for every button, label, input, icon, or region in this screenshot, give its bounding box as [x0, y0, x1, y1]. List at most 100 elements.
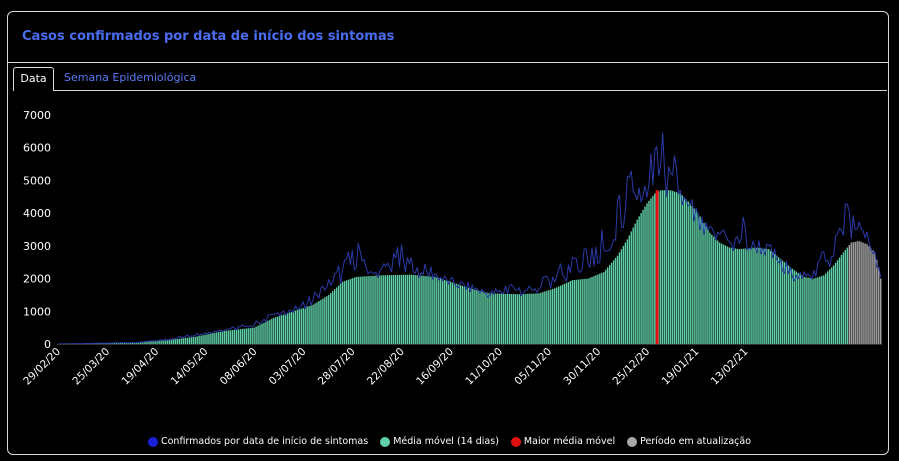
moving-avg-bar [591, 276, 593, 344]
moving-avg-bar [225, 330, 228, 344]
moving-avg-bar [532, 293, 534, 344]
x-tick-label: 30/11/20 [561, 346, 603, 388]
moving-avg-bar [805, 277, 807, 344]
moving-avg-bar [292, 311, 295, 344]
moving-avg-bar [846, 247, 849, 344]
moving-avg-bar [121, 342, 124, 344]
x-tick-label: 25/12/20 [611, 346, 653, 388]
moving-avg-bar [544, 291, 546, 344]
moving-avg-bar [650, 198, 652, 344]
moving-avg-bar [687, 201, 689, 344]
moving-avg-bar [170, 339, 173, 344]
moving-avg-bar [192, 337, 194, 344]
moving-avg-bar [131, 342, 134, 344]
moving-avg-bar [245, 328, 247, 344]
moving-avg-bar [332, 291, 334, 344]
moving-avg-bar [483, 291, 485, 344]
moving-avg-bar [773, 254, 776, 344]
moving-avg-bar [874, 252, 876, 344]
moving-avg-bar [565, 282, 568, 344]
moving-avg-bar [555, 287, 558, 344]
moving-avg-bar [548, 290, 550, 344]
moving-avg-bar [530, 293, 532, 344]
moving-avg-bar [284, 313, 287, 344]
moving-avg-bar [428, 276, 430, 344]
moving-avg-bar [852, 242, 854, 344]
moving-avg-bar [868, 246, 870, 344]
moving-avg-bar [797, 272, 799, 344]
moving-avg-bar [200, 335, 202, 344]
moving-avg-bar [658, 191, 660, 344]
moving-avg-bar [367, 276, 369, 344]
moving-avg-bar [247, 328, 249, 344]
moving-avg-bar [216, 332, 218, 344]
moving-avg-bar [817, 277, 819, 344]
moving-avg-bar [766, 248, 768, 344]
moving-avg-bar [351, 278, 354, 344]
moving-avg-bar [607, 267, 609, 344]
moving-avg-bar [809, 277, 811, 344]
moving-avg-bar [508, 293, 511, 344]
moving-avg-bar [137, 342, 139, 344]
moving-avg-bar [445, 280, 448, 344]
moving-avg-bar [870, 248, 872, 344]
x-tick-label: 29/02/20 [21, 346, 63, 388]
tab-data[interactable]: Data [13, 67, 54, 91]
tab-semana-epidemiologica[interactable]: Semana Epidemiológica [64, 71, 197, 84]
moving-avg-bar [265, 321, 267, 344]
moving-avg-bar [866, 244, 868, 344]
moving-avg-bar [646, 203, 648, 344]
moving-avg-bar [261, 323, 263, 344]
moving-avg-bar [459, 285, 462, 344]
moving-avg-bar [791, 268, 794, 344]
moving-avg-bar [612, 260, 615, 344]
moving-avg-bar [827, 271, 829, 344]
moving-avg-bar [683, 197, 686, 344]
moving-avg-bar [789, 267, 792, 344]
moving-avg-bar [779, 258, 782, 344]
moving-avg-bar [495, 293, 497, 344]
moving-avg-bar [557, 286, 560, 344]
moving-avg-bar [298, 309, 301, 344]
moving-avg-bar [673, 191, 676, 344]
moving-avg-bar [581, 279, 583, 344]
moving-avg-bar [337, 285, 340, 344]
legend-item-updating[interactable]: Período em atualização [627, 436, 751, 447]
moving-avg-bar [717, 240, 719, 344]
moving-avg-bar [491, 293, 493, 344]
moving-avg-bar [147, 341, 149, 344]
legend-item-moving-avg[interactable]: Média móvel (14 dias) [380, 436, 499, 447]
moving-avg-bar [339, 283, 342, 344]
moving-avg-bar [233, 329, 236, 344]
moving-avg-bar [157, 340, 159, 344]
moving-avg-bar [115, 342, 118, 344]
moving-avg-bar [803, 276, 805, 344]
moving-avg-bar [302, 308, 304, 344]
moving-avg-bar [273, 317, 275, 344]
moving-avg-bar [241, 328, 244, 344]
moving-avg-bar [675, 192, 678, 344]
moving-avg-bar [475, 289, 477, 344]
moving-avg-bar [473, 289, 475, 344]
moving-avg-bar [306, 306, 308, 344]
moving-avg-bar [113, 342, 116, 344]
tab-divider [54, 90, 887, 91]
moving-avg-bar [760, 248, 762, 344]
legend-item-confirmed[interactable]: Confirmados por data de início de sintom… [147, 436, 368, 447]
moving-avg-bar [489, 293, 491, 344]
moving-avg-bar [330, 293, 332, 344]
moving-avg-bar [333, 289, 336, 344]
moving-avg-bar [536, 293, 538, 344]
moving-avg-bar [811, 278, 813, 344]
legend-item-max-avg[interactable]: Maior média móvel [510, 436, 615, 447]
y-tick-label: 5000 [23, 174, 51, 187]
moving-avg-bar [599, 273, 601, 344]
y-tick-label: 1000 [23, 305, 51, 318]
moving-avg-bar [477, 290, 479, 344]
moving-avg-bar [277, 316, 279, 344]
legend-swatch-confirmed [147, 436, 158, 447]
moving-avg-bar [711, 234, 713, 344]
moving-avg-bar [610, 262, 613, 344]
moving-avg-bar [701, 219, 703, 344]
moving-avg-bar [259, 324, 261, 344]
